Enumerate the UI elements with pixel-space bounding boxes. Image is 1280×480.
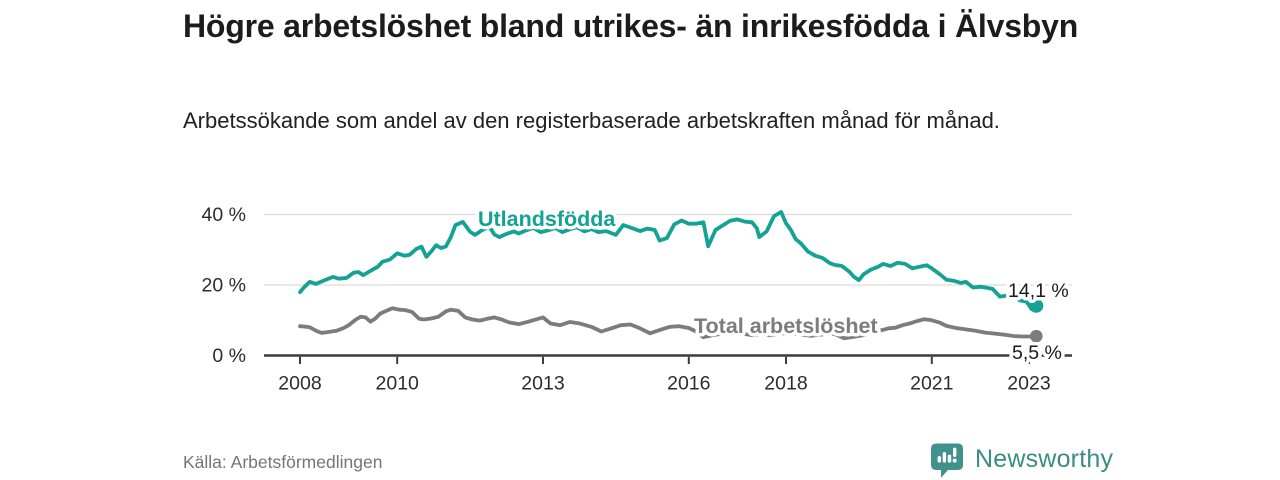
exclamation-dot — [952, 458, 957, 463]
exclamation-bar — [953, 447, 957, 457]
y-tick-label: 20 % — [202, 275, 246, 297]
x-tick-label: 2018 — [764, 373, 807, 395]
series-end-value-label-0: 14,1 % — [1008, 280, 1069, 302]
x-tick-label: 2010 — [376, 373, 420, 395]
series-label-0: Utlandsfödda — [478, 207, 616, 231]
y-tick-label: 0 % — [212, 345, 246, 367]
y-tick-label: 40 % — [202, 204, 246, 226]
x-tick-label: 2013 — [521, 373, 564, 395]
x-tick-label: 2023 — [1007, 373, 1050, 395]
newsworthy-bubble-chart-icon — [931, 443, 963, 478]
series-label-1: Total arbetslöshet — [694, 314, 878, 338]
bar-1 — [937, 456, 941, 463]
page-title: Högre arbetslöshet bland utrikes- än inr… — [183, 8, 1079, 44]
brand-name: Newsworthy — [975, 445, 1114, 473]
newsworthy-logo: Newsworthy — [928, 440, 1113, 479]
x-tick-label: 2008 — [278, 373, 321, 395]
x-tick-label: 2016 — [667, 373, 710, 395]
speech-bubble-shape — [931, 443, 963, 478]
series-end-value-label-1: 5,5 % — [1012, 342, 1062, 364]
source-note: Källa: Arbetsförmedlingen — [183, 452, 383, 472]
page-subtitle: Arbetssökande som andel av den registerb… — [183, 108, 1000, 133]
series-line-1 — [298, 306, 1039, 341]
x-tick-label: 2021 — [910, 373, 953, 395]
line-chart: 0 % 20 % 40 % 2008 2010 2013 2016 2018 2021 2023 U… — [202, 204, 1073, 395]
series-line-0 — [298, 210, 1039, 311]
bar-2 — [942, 452, 947, 463]
bar-3 — [947, 454, 952, 463]
series-end-dot-1 — [1029, 329, 1043, 343]
series-end-dot-0 — [1029, 298, 1044, 313]
